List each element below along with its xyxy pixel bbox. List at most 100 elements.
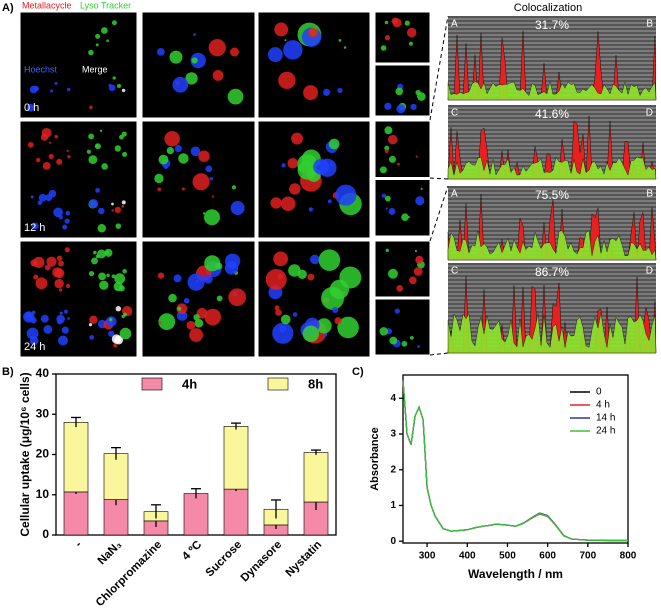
cell-signal	[379, 327, 388, 336]
cell-signal	[209, 177, 213, 181]
cell-signal	[196, 279, 199, 283]
cell-signal	[166, 146, 174, 155]
cell-signal	[224, 261, 239, 275]
cell-signal	[396, 104, 406, 114]
cell-signal	[381, 193, 387, 198]
cell-signal	[57, 319, 63, 325]
cell-signal	[97, 224, 107, 233]
cell-signal	[277, 273, 284, 280]
cell-signal	[106, 273, 110, 278]
cell-signal	[113, 343, 118, 348]
cell-signal	[59, 288, 63, 292]
y-tick-label: 40	[36, 366, 50, 380]
cell-signal	[108, 84, 116, 92]
cell-signal	[98, 207, 105, 215]
cell-signal	[413, 267, 423, 276]
cell-signal	[384, 126, 393, 135]
cell-signal	[111, 202, 114, 206]
cell-signal	[49, 89, 53, 93]
x-tick-label: 300	[419, 551, 436, 562]
cell-signal	[323, 332, 328, 337]
x-tick-label: NaN₃	[96, 539, 125, 568]
cell-signal	[229, 47, 240, 57]
cell-signal	[35, 157, 41, 163]
cell-signal	[174, 144, 182, 153]
cell-signal	[406, 27, 417, 38]
plot-frame	[402, 374, 629, 544]
bar	[103, 453, 129, 500]
bar	[303, 452, 329, 503]
cell-signal	[122, 269, 127, 274]
cell-signal	[158, 154, 169, 165]
cell-signal	[164, 131, 180, 147]
cell-signal	[310, 254, 320, 265]
cell-signal	[121, 131, 127, 137]
cell-signal	[111, 20, 117, 26]
cell-signal	[53, 207, 63, 218]
cell-signal	[394, 308, 400, 314]
profile-start: C	[451, 266, 458, 277]
cell-signal	[193, 33, 196, 36]
cell-signal	[157, 272, 165, 279]
cell-signal	[55, 272, 58, 276]
cell-signal	[302, 325, 320, 343]
cell-signal	[109, 317, 113, 322]
cell-signal	[274, 305, 280, 311]
cell-signal	[89, 335, 95, 340]
cell-signal	[54, 278, 64, 289]
cell-signal	[203, 274, 213, 284]
cell-signal	[204, 308, 222, 326]
x-tick-label: 400	[459, 551, 476, 562]
cell-signal	[95, 43, 99, 47]
cell-signal	[154, 173, 164, 184]
cell-signal	[158, 321, 162, 324]
cell-signal	[289, 183, 301, 195]
cell-signal	[114, 273, 126, 285]
profile-value: 75.5%	[535, 188, 569, 202]
cell-signal	[415, 255, 424, 264]
cell-signal	[283, 40, 303, 60]
legend-swatch	[267, 377, 289, 391]
cell-signal	[26, 327, 39, 340]
cell-signal	[26, 103, 35, 112]
cell-signal	[113, 281, 123, 292]
legend-label: 24 h	[596, 426, 615, 437]
cell-signal	[32, 262, 37, 267]
cell-signal	[414, 249, 418, 253]
connector	[429, 15, 449, 121]
y-axis-label: Cellular uptake (μg/10⁶ cells)	[18, 372, 32, 536]
cell-signal	[97, 249, 106, 259]
profile-start: A	[451, 189, 458, 200]
cell-signal	[88, 323, 93, 327]
y-tick-label: 2	[390, 464, 396, 475]
cell-signal	[332, 306, 339, 314]
cell-signal	[169, 50, 183, 64]
cell-signal	[273, 251, 288, 267]
cell-signal	[185, 72, 198, 85]
line-series	[402, 380, 628, 542]
cell-signal	[288, 264, 301, 277]
cell-signal	[61, 326, 69, 334]
legend-label: 4 h	[596, 400, 610, 411]
cell-signal	[115, 288, 118, 291]
cell-signal	[58, 260, 64, 267]
cell-signal	[63, 309, 69, 314]
micrograph	[19, 11, 138, 119]
bar	[183, 493, 209, 536]
cell-signal	[272, 322, 294, 344]
line-series	[402, 380, 628, 542]
cell-signal	[270, 197, 282, 209]
cell-signal	[318, 249, 341, 271]
cell-signal	[187, 273, 205, 291]
cell-signal	[292, 312, 298, 317]
cell-signal	[385, 248, 389, 253]
cell-signal	[396, 285, 404, 292]
colocalization-title: Colocalization	[514, 2, 582, 14]
line-series	[402, 380, 628, 542]
x-tick-label: -	[73, 539, 84, 550]
cell-signal	[323, 88, 331, 96]
cell-signal	[208, 39, 226, 57]
cell-signal	[42, 162, 51, 170]
cell-signal	[384, 102, 392, 110]
